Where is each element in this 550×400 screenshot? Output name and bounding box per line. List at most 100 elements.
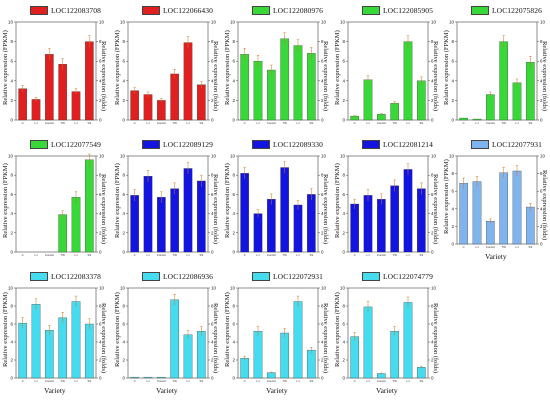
bar [267,69,276,121]
x-tick-label: SS [309,379,313,383]
plot-frame [15,21,97,121]
y-tick-label: 8 [342,173,345,178]
x-tick-label: Control [157,253,166,257]
x-tick-label: LJ [187,253,191,257]
bar [58,63,67,121]
y2-tick-label: 6 [211,192,214,197]
y-axis-label: Relative expression (FPKM) [443,30,450,105]
x-tick-label: TW [282,379,287,383]
bar [486,94,495,121]
plot-frame [347,21,429,121]
y-tick-label: 8 [232,304,235,309]
bar [85,323,94,379]
y-tick-label: 6 [122,322,125,327]
y2-tick-label: 0 [99,250,102,255]
bar [417,367,426,379]
y-tick-label: 0 [10,118,13,123]
legend: LOC122089129 [142,140,213,149]
bar [31,304,41,379]
y2-tick-label: 4 [211,78,214,83]
bar [417,188,426,253]
x-tick-label: LJ [35,379,39,383]
bar [293,301,303,379]
x-tick-label: Control [377,121,386,125]
x-tick-label: LJ [187,121,191,125]
legend-swatch [142,140,160,149]
x-tick-label: C [22,253,24,257]
bar [363,79,373,121]
y2-tick-label: 6 [321,59,324,64]
chart-title: LOC122075826 [492,6,542,15]
x-tick-label: TW [392,253,397,257]
y-tick-label: 2 [122,230,125,235]
bar [143,176,153,253]
y2-tick-label: 8 [540,171,543,176]
y-tick-label: 0 [342,250,345,255]
y2-tick-label: 10 [211,20,217,25]
legend-swatch [252,272,270,281]
y-tick-label: 4 [122,340,125,345]
bar [143,94,153,121]
y-tick-label: 6 [232,322,235,327]
bar [197,180,206,253]
y2-axis-label: Relative expression (folds) [432,303,439,374]
y-tick-label: 0 [232,118,235,123]
bar [170,188,179,253]
x-tick-label: LJ [476,121,480,125]
x-tick-label: SS [419,379,423,383]
bar [183,42,193,121]
y-tick-label: 4 [122,78,125,83]
y2-tick-label: 4 [431,211,434,216]
y2-tick-label: 0 [321,118,324,123]
y-tick-label: 10 [8,154,14,159]
chart-title: LOC122077931 [492,140,542,149]
y-tick-label: 8 [232,173,235,178]
bar [390,103,399,121]
bar [363,195,373,253]
y2-tick-label: 8 [321,39,324,44]
bar [390,331,399,379]
bar [486,220,495,245]
x-axis-label: Variety [376,386,398,395]
x-tick-label: SS [199,253,203,257]
y2-tick-label: 2 [211,230,214,235]
plot-frame [237,287,319,379]
x-tick-label: Control [157,379,166,383]
y-tick-label: 8 [342,304,345,309]
y2-tick-label: 2 [431,98,434,103]
chart-svg: 0 0 2 2 4 4 6 6 8 8 10 10 C LJ Control TW LJ SS [120,20,217,126]
y-tick-label: 0 [342,376,345,381]
y2-tick-label: 6 [211,322,214,327]
bar [472,181,482,245]
x-axis-label: Variety [266,386,288,395]
plot-frame [347,287,429,379]
y2-tick-label: 0 [211,250,214,255]
x-tick-label: LJ [257,253,261,257]
x-tick-label: LJ [367,121,371,125]
y-tick-label: 6 [122,59,125,64]
chart-title: LOC122089129 [163,140,213,149]
x-tick-label: LJ [297,121,301,125]
x-tick-label: Control [267,121,276,125]
legend-swatch [252,140,270,149]
y-axis-label: Relative expression (FPKM) [114,30,121,105]
y-tick-label: 6 [232,192,235,197]
legend: LOC122066430 [142,6,213,15]
bar [403,302,413,379]
x-tick-label: LJ [147,253,151,257]
legend: LOC122074779 [362,272,433,281]
y-tick-label: 2 [232,358,235,363]
bar [240,173,249,253]
y-tick-label: 2 [342,98,345,103]
x-axis-label: Variety [44,386,66,395]
y-tick-label: 0 [122,376,125,381]
y2-axis-label: Relative expression (folds) [100,303,107,374]
bar [18,322,27,379]
chart-panel: LOC122072931 0 0 2 2 4 4 6 6 8 8 10 10 C LJ Control TW LJ… [222,266,330,400]
y-tick-label: 0 [10,250,13,255]
x-tick-label: SS [87,253,91,257]
y-tick-label: 6 [10,322,13,327]
y-tick-label: 0 [122,250,125,255]
chart-panel: LOC122080976 0 0 2 2 4 4 6 6 8 8 10 10 C LJ Control TW LJ… [222,0,330,134]
x-tick-label: SS [419,121,423,125]
